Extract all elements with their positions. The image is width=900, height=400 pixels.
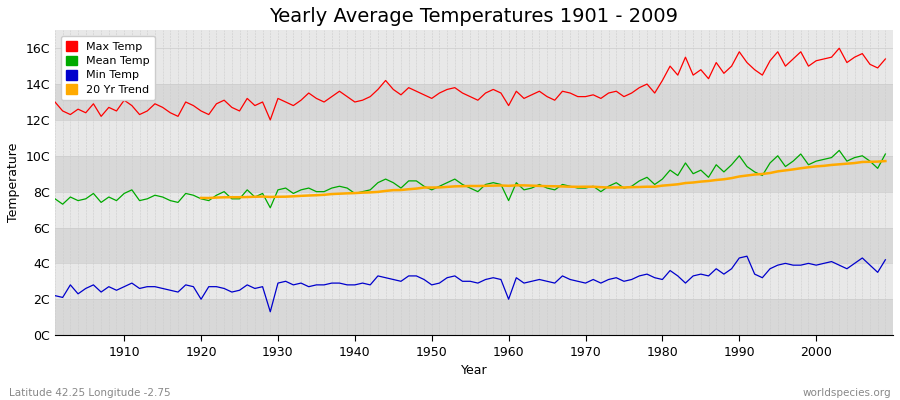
Legend: Max Temp, Mean Temp, Min Temp, 20 Yr Trend: Max Temp, Mean Temp, Min Temp, 20 Yr Tre…	[60, 36, 156, 100]
X-axis label: Year: Year	[461, 364, 487, 377]
Bar	[55, 263, 893, 299]
Title: Yearly Average Temperatures 1901 - 2009: Yearly Average Temperatures 1901 - 2009	[269, 7, 679, 26]
Bar	[55, 48, 893, 84]
Bar	[55, 228, 893, 263]
Y-axis label: Temperature: Temperature	[7, 143, 20, 222]
Bar	[55, 299, 893, 335]
Text: worldspecies.org: worldspecies.org	[803, 388, 891, 398]
Bar	[55, 84, 893, 120]
Bar	[55, 156, 893, 192]
Bar	[55, 120, 893, 156]
Bar	[55, 192, 893, 228]
Text: Latitude 42.25 Longitude -2.75: Latitude 42.25 Longitude -2.75	[9, 388, 171, 398]
